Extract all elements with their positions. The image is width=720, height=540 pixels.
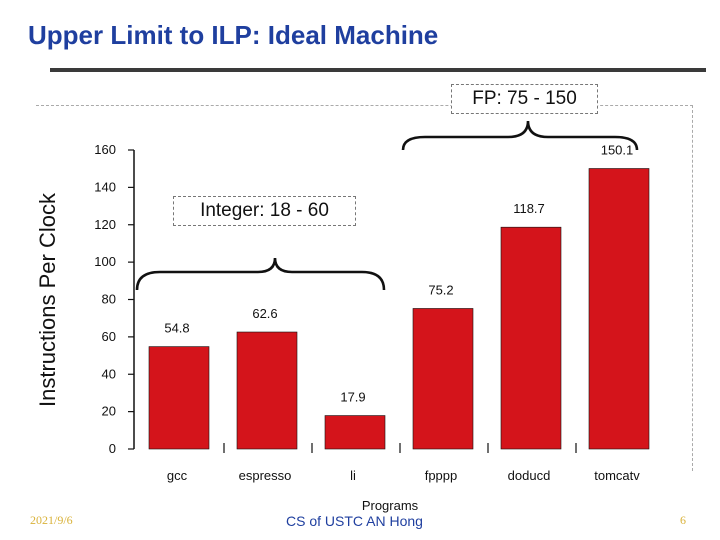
y-tick-label: 20 [102, 404, 116, 419]
fp-brace [401, 120, 639, 151]
data-label: 118.7 [513, 201, 545, 216]
bar-tomcatv [588, 168, 650, 450]
category-label: fpppp [425, 468, 458, 483]
y-tick-label: 40 [102, 366, 116, 381]
slide-title: Upper Limit to ILP: Ideal Machine [28, 20, 439, 50]
bar-espresso [236, 331, 298, 450]
x-axis-label: Programs [361, 498, 419, 513]
category-label: gcc [167, 468, 188, 483]
category-label: doducd [508, 468, 551, 483]
y-tick-label: 60 [102, 329, 116, 344]
title-rule [50, 68, 706, 72]
y-axis-label: Instructions Per Clock [35, 193, 60, 407]
data-label: 54.8 [164, 321, 189, 336]
category-label: li [350, 468, 356, 483]
integer-range-callout: Integer: 18 - 60 [173, 196, 356, 226]
bar-li [324, 415, 386, 450]
bar-fpppp [412, 308, 474, 450]
data-label: 75.2 [428, 282, 453, 297]
footer-date: 2021/9/6 [30, 513, 73, 527]
y-tick-label: 160 [94, 142, 116, 157]
page-number: 6 [680, 513, 686, 527]
y-tick-label: 100 [94, 254, 116, 269]
y-tick-label: 0 [109, 441, 116, 456]
bar-doducd [500, 226, 562, 450]
y-tick-label: 80 [102, 292, 116, 307]
integer-brace [135, 257, 386, 291]
fp-range-callout: FP: 75 - 150 [451, 84, 598, 114]
bar-gcc [148, 346, 210, 450]
footer-center-text: CS of USTC AN Hong [286, 513, 423, 529]
y-tick-label: 140 [94, 179, 116, 194]
category-label: tomcatv [594, 468, 640, 483]
data-label: 17.9 [340, 390, 365, 405]
category-label: espresso [239, 468, 292, 483]
data-label: 150.1 [601, 143, 634, 158]
chart-frame [36, 105, 693, 471]
y-tick-label: 120 [94, 217, 116, 232]
data-label: 62.6 [252, 306, 277, 321]
